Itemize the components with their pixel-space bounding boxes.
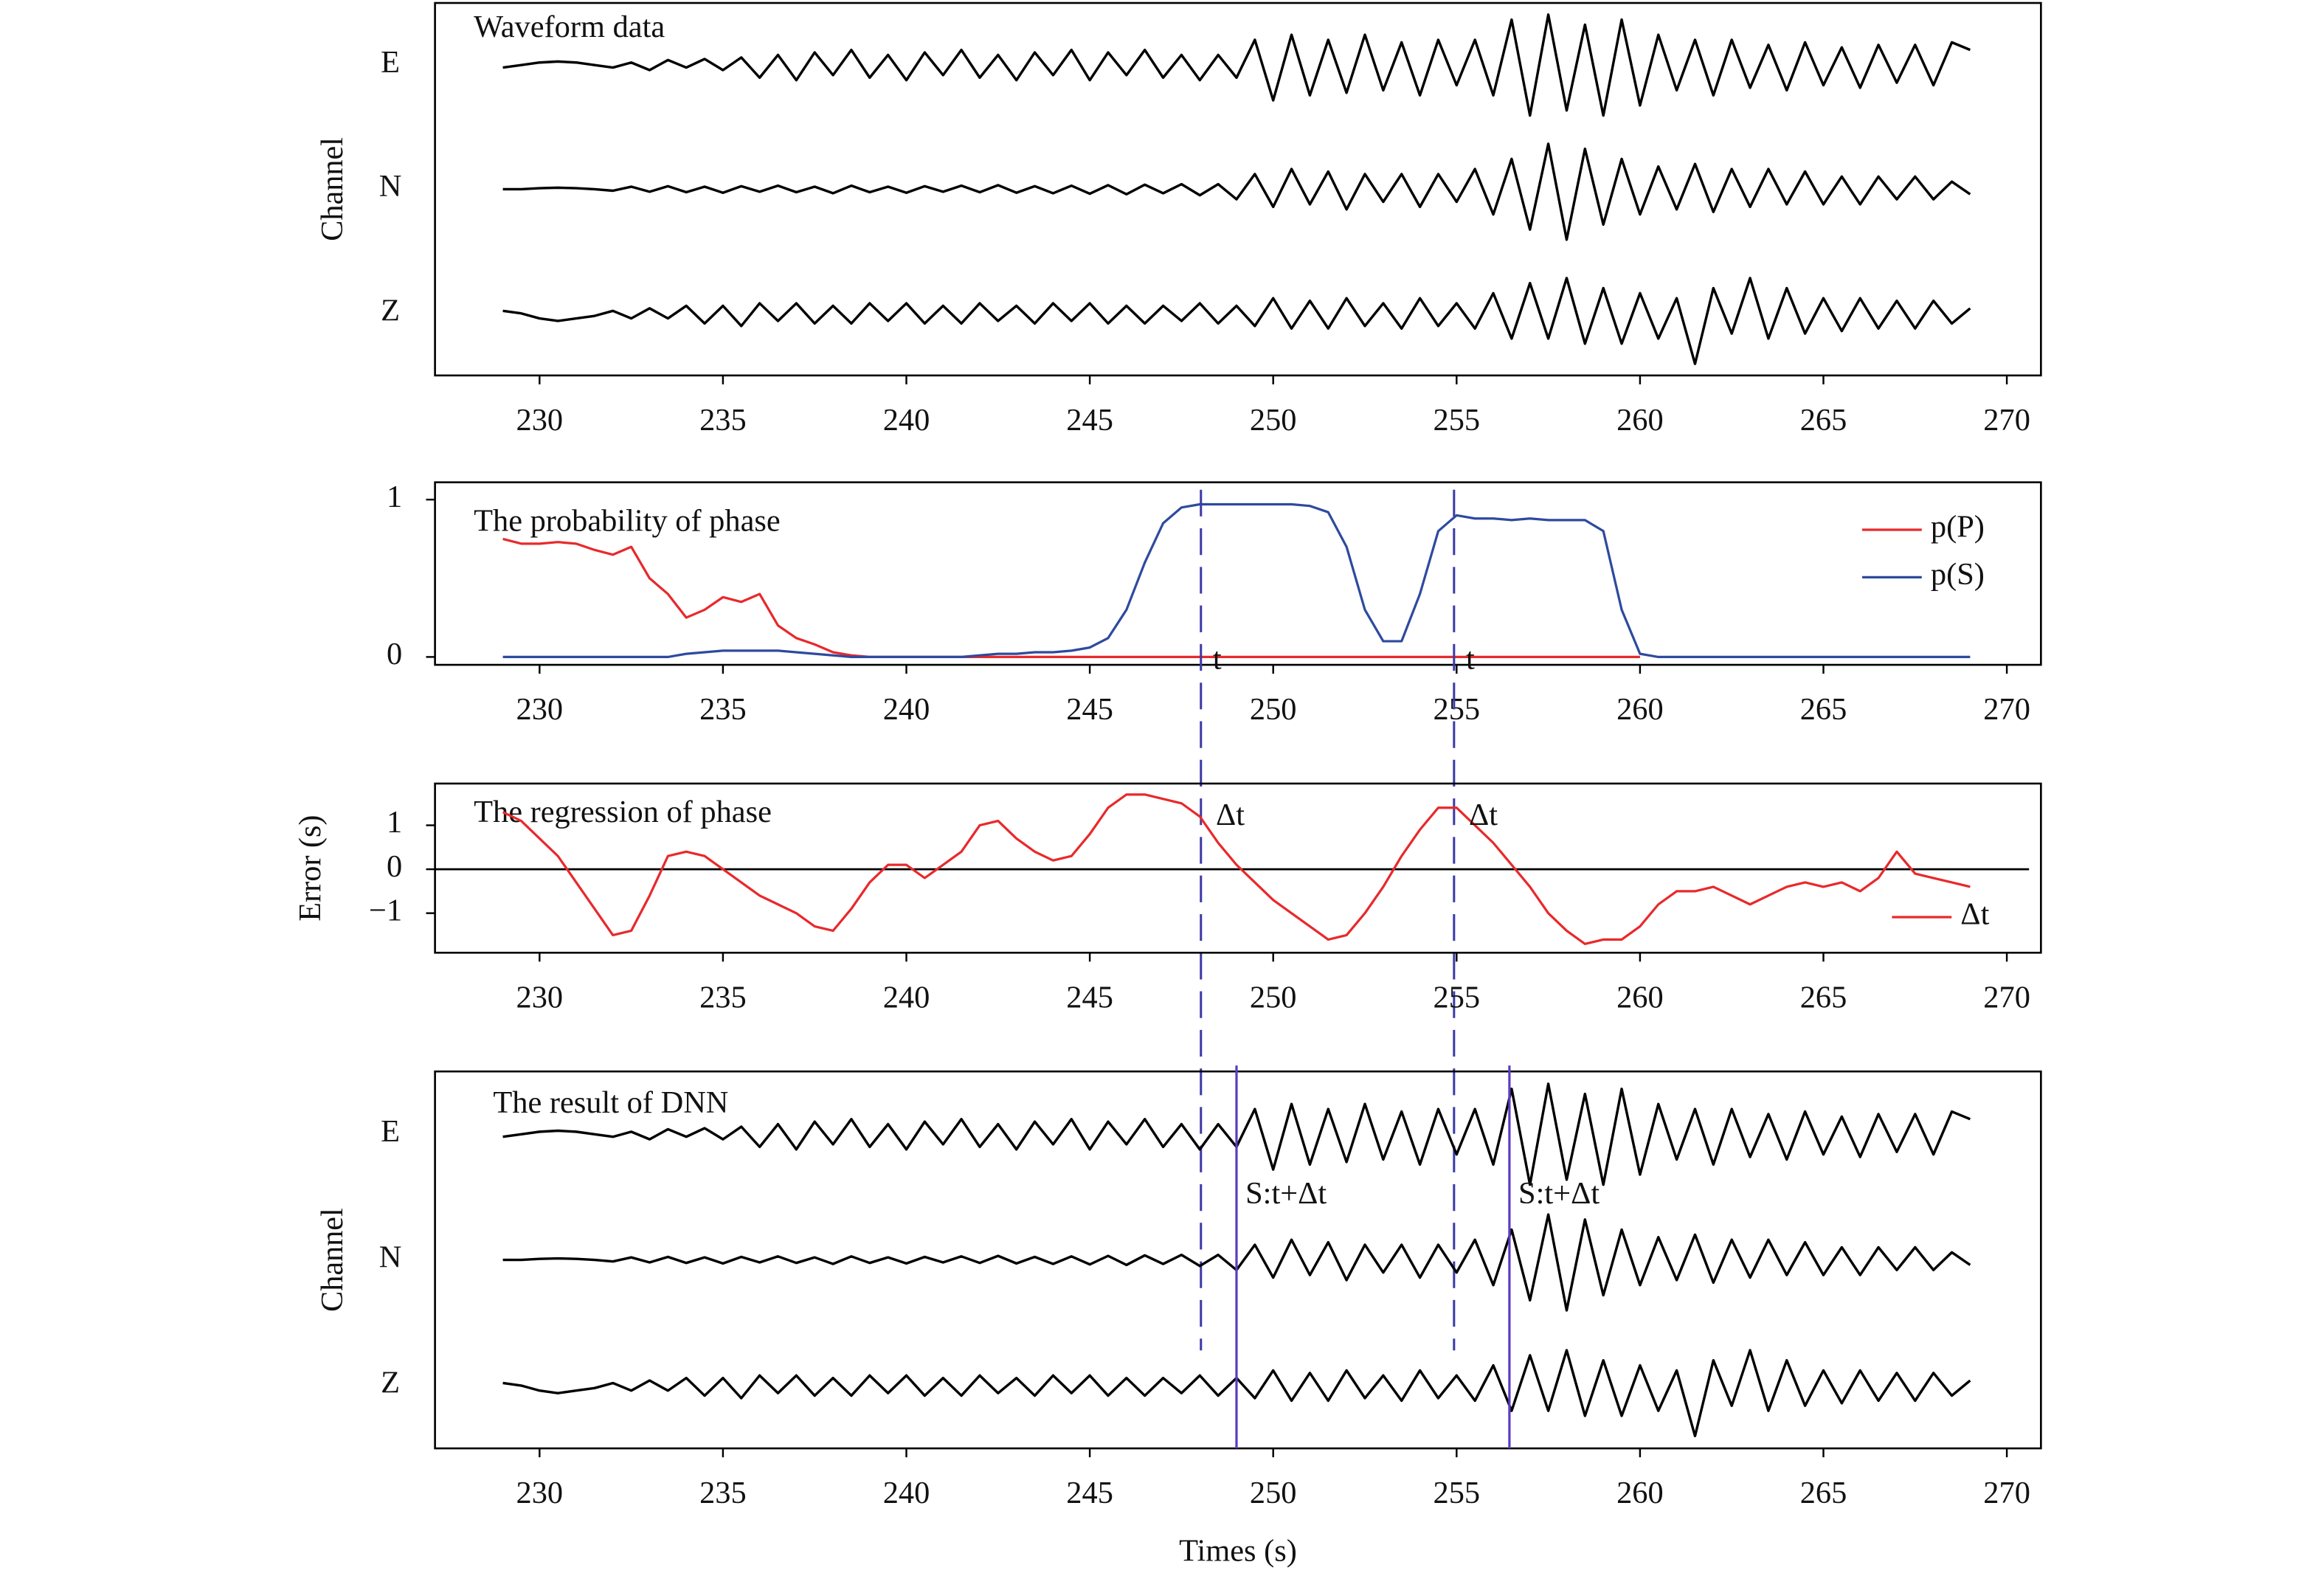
x-tick-label: 250	[1250, 980, 1297, 1015]
x-tick-label: 240	[883, 1476, 930, 1510]
x-tick-label: 270	[1983, 692, 2030, 727]
x-tick-label: 230	[516, 403, 564, 438]
data-line	[502, 793, 1971, 945]
waveform-trace	[502, 13, 1971, 117]
x-tick-label: 260	[1616, 403, 1664, 438]
pick-label: S:t+Δt	[1518, 1176, 1600, 1211]
y-axis-label: Error (s)	[293, 815, 328, 922]
x-tick-label: 250	[1250, 1476, 1297, 1510]
channel-label: E	[381, 45, 400, 80]
x-tick-label: 260	[1616, 692, 1664, 727]
x-tick-label: 255	[1434, 403, 1481, 438]
x-tick-label: 235	[699, 692, 747, 727]
pick-label: t	[1466, 642, 1475, 677]
x-tick-label: 245	[1066, 1476, 1113, 1510]
legend-label: Δt	[1960, 897, 1989, 932]
pick-label: t	[1213, 642, 1222, 677]
x-tick-label: 250	[1250, 403, 1297, 438]
y-axis-label: Channel	[315, 1208, 350, 1312]
x-tick-label: 235	[699, 980, 747, 1015]
pick-label: Δt	[1216, 798, 1245, 832]
y-tick-label: −1	[369, 893, 402, 927]
y-axis-label: Channel	[315, 137, 350, 241]
x-tick-label: 245	[1066, 403, 1113, 438]
data-line	[502, 502, 1971, 659]
pick-label: Δt	[1469, 798, 1498, 832]
waveform-trace	[502, 142, 1971, 241]
channel-label: N	[379, 1240, 402, 1274]
x-tick-label: 265	[1800, 980, 1847, 1015]
x-tick-label: 240	[883, 980, 930, 1015]
data-line	[502, 537, 1640, 659]
panel-title: Waveform data	[474, 10, 665, 44]
x-tick-label: 235	[699, 403, 747, 438]
y-tick-label: 1	[387, 805, 402, 840]
x-tick-label: 260	[1616, 1476, 1664, 1510]
plot-frame	[434, 782, 2042, 954]
panel-title: The probability of phase	[474, 504, 781, 539]
channel-label: E	[381, 1114, 400, 1149]
panel-title: The regression of phase	[474, 795, 772, 829]
x-tick-label: 255	[1434, 692, 1481, 727]
x-tick-label: 270	[1983, 1476, 2030, 1510]
panel-title: The result of DNN	[493, 1085, 728, 1120]
plot-frame	[434, 1, 2042, 377]
x-tick-label: 265	[1800, 403, 1847, 438]
x-tick-label: 255	[1434, 980, 1481, 1015]
y-tick-label: 0	[387, 849, 402, 884]
y-tick-label: 1	[387, 480, 402, 514]
legend-label: p(S)	[1931, 557, 1985, 592]
x-tick-label: 245	[1066, 980, 1113, 1015]
x-tick-label: 230	[516, 692, 564, 727]
x-axis-label: Times (s)	[1179, 1534, 1297, 1569]
x-tick-label: 230	[516, 1476, 564, 1510]
x-tick-label: 245	[1066, 692, 1113, 727]
plot-frame	[434, 481, 2042, 666]
waveform-trace	[502, 277, 1971, 365]
x-tick-label: 240	[883, 403, 930, 438]
x-tick-label: 270	[1983, 980, 2030, 1015]
channel-label: N	[379, 169, 402, 204]
plot-frame	[434, 1070, 2042, 1450]
x-tick-label: 250	[1250, 692, 1297, 727]
pick-label: S:t+Δt	[1245, 1176, 1327, 1211]
channel-label: Z	[381, 1366, 400, 1400]
channel-label: Z	[381, 293, 400, 328]
legend-label: p(P)	[1931, 510, 1985, 545]
x-tick-label: 230	[516, 980, 564, 1015]
x-tick-label: 265	[1800, 692, 1847, 727]
x-tick-label: 235	[699, 1476, 747, 1510]
x-tick-label: 240	[883, 692, 930, 727]
x-tick-label: 265	[1800, 1476, 1847, 1510]
x-tick-label: 270	[1983, 403, 2030, 438]
x-tick-label: 255	[1434, 1476, 1481, 1510]
x-tick-label: 260	[1616, 980, 1664, 1015]
y-tick-label: 0	[387, 637, 402, 671]
